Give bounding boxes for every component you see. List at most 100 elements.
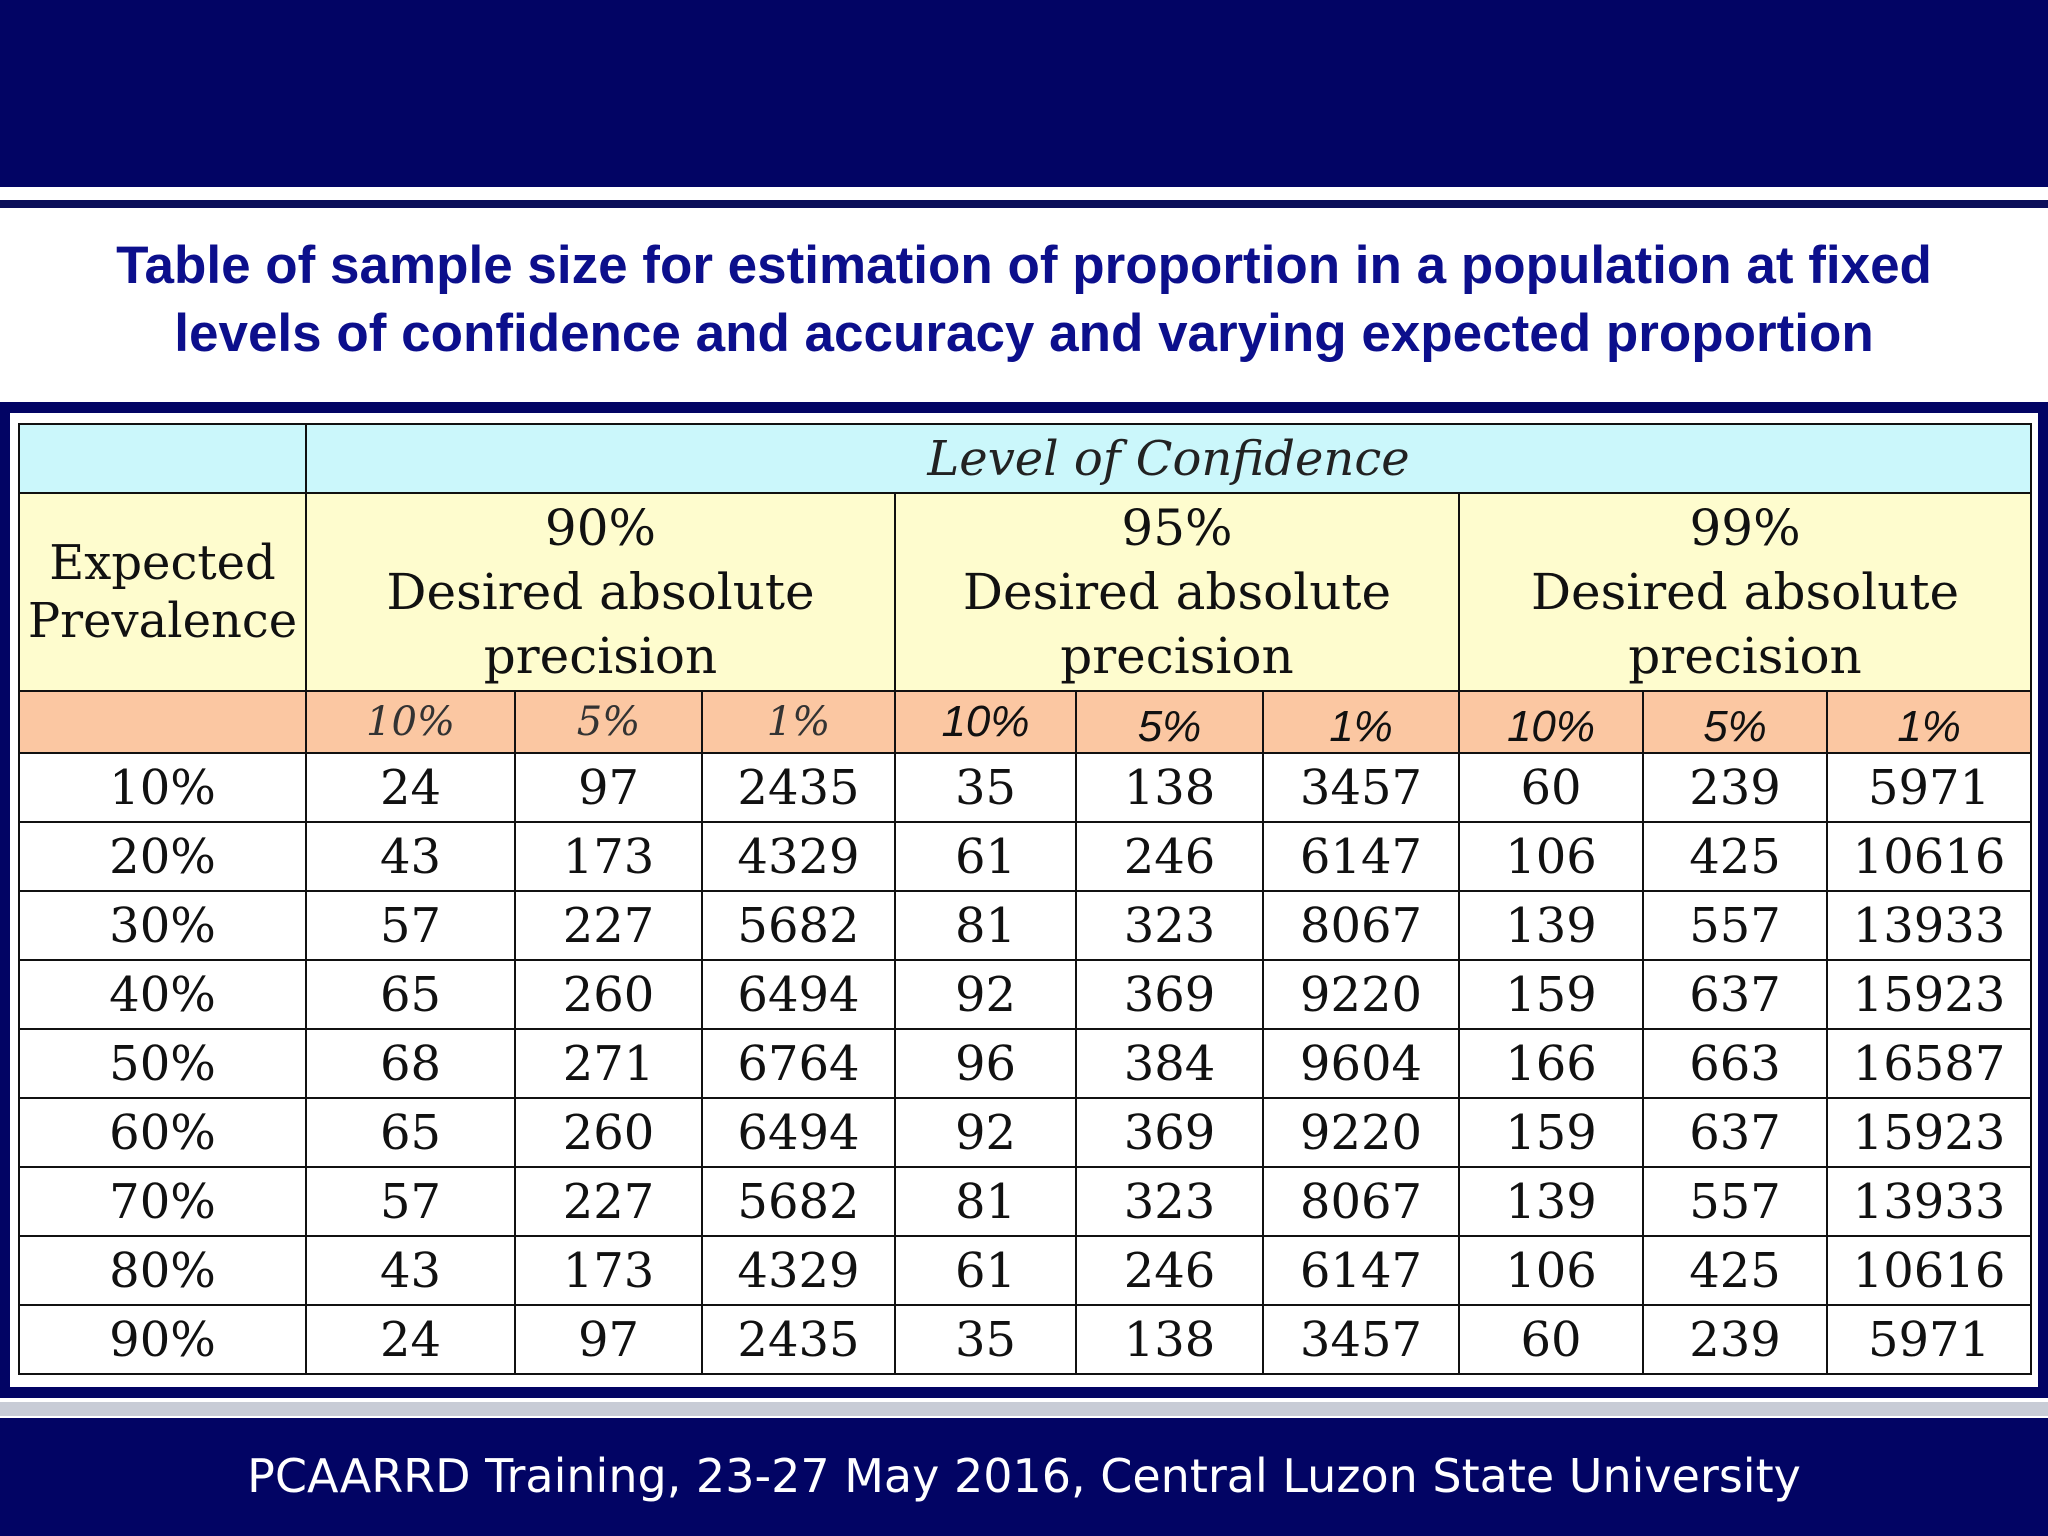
footer-banner (0, 1418, 2048, 1536)
confidence-90-header: 90% Desired absolute precision (305, 492, 896, 692)
sample-size-cell: 106 (1458, 1235, 1644, 1306)
sample-size-cell: 663 (1642, 1028, 1828, 1099)
footer-text: PCAARRD Training, 23-27 May 2016, Centra… (247, 1449, 1801, 1503)
sample-size-cell: 13933 (1825, 890, 2033, 961)
sample-size-cell: 2435 (701, 752, 896, 823)
sample-size-cell: 92 (894, 959, 1077, 1030)
sample-size-cell: 5971 (1825, 1304, 2033, 1375)
sample-size-cell: 6764 (701, 1028, 896, 1099)
lower-divider (0, 1402, 2048, 1416)
sample-size-cell: 9220 (1262, 959, 1460, 1030)
sample-size-cell: 61 (894, 1235, 1077, 1306)
sample-size-cell: 106 (1458, 821, 1644, 892)
prevalence-header-line-1: Expected (49, 535, 276, 591)
title-line-1: Table of sample size for estimation of p… (116, 236, 1932, 295)
sample-size-cell: 369 (1075, 1097, 1264, 1168)
table-row: 90% 24 97 2435 35 138 3457 60 239 5971 (18, 1304, 2033, 1375)
prevalence-cell: 70% (18, 1166, 307, 1237)
divider-line (0, 200, 2048, 208)
sample-size-cell: 43 (305, 821, 516, 892)
prevalence-cell: 90% (18, 1304, 307, 1375)
sample-size-cell: 6494 (701, 959, 896, 1030)
sample-size-cell: 15923 (1825, 959, 2033, 1030)
confidence-level: 90% (544, 499, 657, 557)
sample-size-cell: 65 (305, 959, 516, 1030)
sample-size-cell: 239 (1642, 752, 1828, 823)
sample-size-cell: 81 (894, 890, 1077, 961)
table-row: 40% 65 260 6494 92 369 9220 159 637 15923 (18, 959, 2033, 1030)
sample-size-cell: 637 (1642, 1097, 1828, 1168)
sample-size-cell: 8067 (1262, 1166, 1460, 1237)
sample-size-cell: 24 (305, 1304, 516, 1375)
sample-size-table: Level of Confidence Expected Prevalence … (18, 423, 2033, 1375)
sample-size-cell: 173 (514, 1235, 703, 1306)
sample-size-cell: 173 (514, 821, 703, 892)
sample-size-cell: 227 (514, 890, 703, 961)
precision-label: 5% (1075, 690, 1264, 754)
sample-size-cell: 92 (894, 1097, 1077, 1168)
confidence-subtitle: Desired absolute (962, 563, 1392, 621)
precision-label: 1% (1825, 690, 2033, 754)
sample-size-cell: 5682 (701, 890, 896, 961)
sample-size-cell: 10616 (1825, 821, 2033, 892)
sample-size-cell: 5971 (1825, 752, 2033, 823)
confidence-99-header: 99% Desired absolute precision (1457, 492, 2033, 692)
sample-size-cell: 271 (514, 1028, 703, 1099)
sample-size-cell: 60 (1458, 1304, 1644, 1375)
sample-size-cell: 4329 (701, 821, 896, 892)
sample-size-cell: 246 (1075, 1235, 1264, 1306)
sample-size-cell: 5682 (701, 1166, 896, 1237)
sample-size-cell: 246 (1075, 821, 1264, 892)
top-banner (0, 0, 2048, 187)
sample-size-cell: 43 (305, 1235, 516, 1306)
sample-size-cell: 3457 (1262, 752, 1460, 823)
sample-size-cell: 35 (894, 1304, 1077, 1375)
prevalence-cell: 60% (18, 1097, 307, 1168)
sample-size-cell: 139 (1458, 1166, 1644, 1237)
sample-size-cell: 61 (894, 821, 1077, 892)
prevalence-cell: 40% (18, 959, 307, 1030)
sample-size-cell: 3457 (1262, 1304, 1460, 1375)
sample-size-cell: 9220 (1262, 1097, 1460, 1168)
sample-size-cell: 159 (1458, 959, 1644, 1030)
table-row: 50% 68 271 6764 96 384 9604 166 663 16587 (18, 1028, 2033, 1099)
precision-label: 5% (1642, 690, 1828, 754)
confidence-subtitle: Desired absolute (386, 563, 815, 621)
sample-size-cell: 166 (1458, 1028, 1644, 1099)
title-line-2: levels of confidence and accuracy and va… (174, 304, 1874, 363)
sample-size-cell: 260 (514, 959, 703, 1030)
confidence-subtitle: precision (1060, 627, 1294, 685)
sample-size-cell: 425 (1642, 821, 1828, 892)
confidence-level: 95% (1121, 499, 1233, 557)
table-panel: Level of Confidence Expected Prevalence … (10, 413, 2038, 1387)
sample-size-cell: 227 (514, 1166, 703, 1237)
table-row: 20% 43 173 4329 61 246 6147 106 425 10616 (18, 821, 2033, 892)
sample-size-cell: 4329 (701, 1235, 896, 1306)
sample-size-cell: 15923 (1825, 1097, 2033, 1168)
table-row: 30% 57 227 5682 81 323 8067 139 557 13933 (18, 890, 2033, 961)
sample-size-cell: 35 (894, 752, 1077, 823)
sample-size-cell: 57 (305, 1166, 516, 1237)
sample-size-cell: 369 (1075, 959, 1264, 1030)
level-of-confidence-header: Level of Confidence (304, 423, 2033, 494)
sample-size-cell: 239 (1642, 1304, 1828, 1375)
precision-label: 1% (1262, 690, 1460, 754)
precision-row-corner (18, 690, 307, 754)
prevalence-header-line-2: Prevalence (27, 593, 298, 649)
confidence-subtitle: Desired absolute (1530, 563, 1960, 621)
sample-size-cell: 637 (1642, 959, 1828, 1030)
prevalence-cell: 10% (18, 752, 307, 823)
sample-size-cell: 138 (1075, 752, 1264, 823)
sample-size-cell: 10616 (1825, 1235, 2033, 1306)
sample-size-cell: 260 (514, 1097, 703, 1168)
precision-label: 10% (1458, 690, 1644, 754)
confidence-subtitle: precision (1628, 627, 1862, 685)
sample-size-cell: 9604 (1262, 1028, 1460, 1099)
table-frame: Level of Confidence Expected Prevalence … (0, 402, 2048, 1398)
confidence-95-header: 95% Desired absolute precision (894, 492, 1460, 692)
prevalence-cell: 80% (18, 1235, 307, 1306)
expected-prevalence-header: Expected Prevalence (18, 492, 307, 692)
sample-size-cell: 24 (305, 752, 516, 823)
sample-size-cell: 97 (514, 1304, 703, 1375)
table-row: 60% 65 260 6494 92 369 9220 159 637 15923 (18, 1097, 2033, 1168)
